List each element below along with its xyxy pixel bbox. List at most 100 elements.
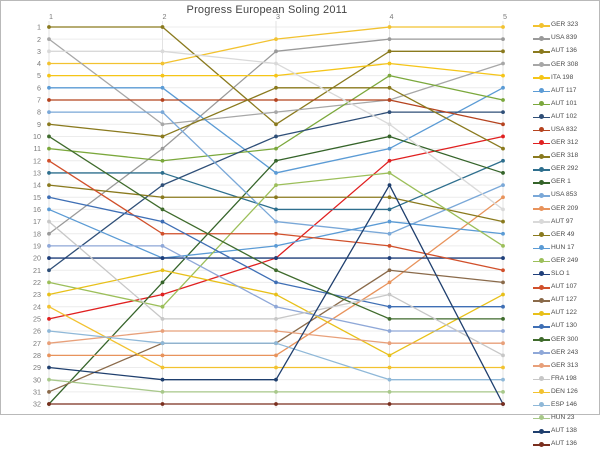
svg-text:2: 2 [163,12,167,21]
legend-item-label: SLO 1 [551,270,570,278]
legend-item-label: AUT 136 [551,440,577,448]
legend-item[interactable]: FRA 198 [533,373,599,386]
legend-item[interactable]: AUT 102 [533,111,599,124]
legend-item[interactable]: HUN 17 [533,242,599,255]
legend-color-swatch [533,400,550,411]
legend-color-swatch [533,20,550,31]
svg-text:24: 24 [33,302,41,311]
series-point [274,256,278,260]
svg-text:3: 3 [37,47,41,56]
legend-item[interactable]: AUT 122 [533,307,599,320]
legend-item[interactable]: GER 318 [533,150,599,163]
series-point [160,219,165,224]
svg-text:6: 6 [37,83,41,92]
series-point [274,73,278,78]
legend-color-swatch [533,33,550,44]
series-point [501,85,505,90]
legend-item[interactable]: AUT 97 [533,215,599,228]
series-point [274,61,278,66]
series-point [387,341,392,346]
legend-item[interactable]: DEN 126 [533,386,599,399]
series-point [501,389,505,394]
legend-item[interactable]: GER 308 [533,58,599,71]
series-point [501,256,505,260]
legend-item[interactable]: GER 312 [533,137,599,150]
series-point [160,183,165,187]
series-point [387,353,392,358]
svg-text:17: 17 [33,217,41,226]
legend-item[interactable]: USA 832 [533,124,599,137]
svg-text:32: 32 [33,400,41,409]
svg-text:12: 12 [33,156,41,165]
svg-text:25: 25 [33,314,41,323]
series-point [274,146,278,151]
series-point [47,353,51,358]
legend-item[interactable]: GER 49 [533,229,599,242]
legend-item-label: GER 308 [551,60,579,68]
svg-text:8: 8 [37,108,41,117]
series-point [501,304,505,309]
series-point [387,134,392,139]
legend-item[interactable]: AUT 136 [533,438,599,451]
legend-item[interactable]: AUT 107 [533,281,599,294]
series-point [47,122,51,127]
series-point [274,110,278,115]
legend-item[interactable]: AUT 101 [533,98,599,111]
legend-item[interactable]: AUT 127 [533,294,599,307]
legend-item-label: AUT 127 [551,296,577,304]
legend-item[interactable]: ITA 198 [533,71,599,84]
series-point [501,244,505,248]
series-point [47,171,51,175]
legend-item-label: USA 839 [551,34,578,42]
legend-item[interactable]: AUT 117 [533,84,599,97]
svg-text:30: 30 [33,375,41,384]
legend-item[interactable]: USA 839 [533,32,599,45]
series-point [501,280,505,285]
legend-item[interactable]: AUT 130 [533,320,599,333]
legend-item-label: GER 312 [551,139,579,147]
legend-item[interactable]: GER 209 [533,202,599,215]
legend-item[interactable]: GER 313 [533,359,599,372]
legend-color-swatch [533,308,550,319]
series-point [47,377,51,382]
series-point [47,61,51,66]
legend-item[interactable]: GER 249 [533,255,599,268]
legend-item[interactable]: GER 1 [533,176,599,189]
legend-item[interactable]: GER 243 [533,346,599,359]
series-point [387,98,392,102]
legend-item[interactable]: AUT 138 [533,425,599,438]
legend-item-label: ESP 146 [551,400,577,408]
series-group [47,25,505,406]
legend-item[interactable]: HUN 23 [533,412,599,425]
legend-item[interactable]: SLO 1 [533,268,599,281]
legend-item[interactable]: GER 300 [533,333,599,346]
series-point [501,402,505,406]
legend-item[interactable]: AUT 136 [533,45,599,58]
series-point [387,110,392,115]
series-point [501,98,505,102]
series-point [387,280,392,285]
svg-text:1: 1 [49,12,53,21]
legend-item[interactable]: USA 853 [533,189,599,202]
legend-item-label: GER 313 [551,361,579,369]
series-point [160,146,165,151]
legend-item[interactable]: GER 292 [533,163,599,176]
svg-text:28: 28 [33,351,41,360]
legend-color-swatch [533,282,550,293]
legend-item[interactable]: GER 323 [533,19,599,32]
series-point [387,389,392,394]
legend-item[interactable]: ESP 146 [533,399,599,412]
legend-item-label: GER 249 [551,256,579,264]
series-point [274,280,278,285]
series-point [387,122,392,127]
series-point [274,377,278,382]
series-point [501,207,505,212]
legend-color-swatch [533,295,550,306]
legend-color-swatch [533,86,550,97]
legend-color-swatch [533,360,550,371]
series-point [387,171,392,175]
series-point [501,49,505,54]
series-point [160,61,165,66]
series-point [160,110,165,115]
page-title: Progress European Soling 2011 [186,4,348,16]
